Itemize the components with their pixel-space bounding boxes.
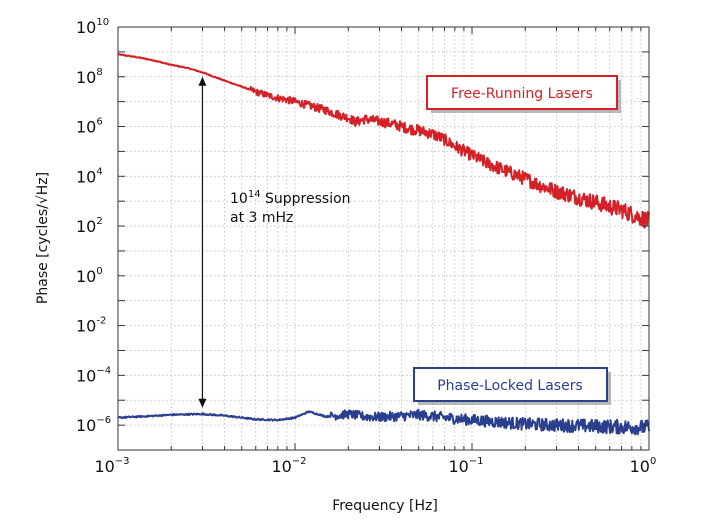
y-tick-exp: 2 xyxy=(96,216,102,227)
x-tick-exp: 0 xyxy=(650,456,656,467)
annotation-line-2: at 3 mHz xyxy=(230,210,293,226)
annotation-exp: 14 xyxy=(248,189,261,200)
phase-locked-line xyxy=(117,408,650,436)
y-axis-title: Phase [cycles/√Hz] xyxy=(35,172,51,304)
y-tick-base: 10 xyxy=(76,217,96,236)
x-tick-base: 10 xyxy=(630,457,650,476)
x-tick-exp: −3 xyxy=(115,456,130,467)
annotation-rest: Suppression xyxy=(261,191,351,207)
y-tick-base: 10 xyxy=(76,118,96,137)
legend-free-label: Free-Running Lasers xyxy=(451,86,593,102)
suppression-annotation: 1014 Suppression at 3 mHz xyxy=(198,76,351,408)
y-tick-base: 10 xyxy=(76,167,96,186)
y-tick-exp: 4 xyxy=(96,166,102,177)
y-tick-label: 10-2 xyxy=(76,316,106,336)
annotation-base: 10 xyxy=(230,191,248,207)
series-group xyxy=(117,53,650,436)
y-tick-exp: 10 xyxy=(96,17,109,28)
arrow-head-bottom xyxy=(198,398,207,408)
x-axis-title: Frequency [Hz] xyxy=(332,498,438,514)
legend-free-box xyxy=(426,75,618,110)
legend-phase-locked: Phase-Locked Lasers xyxy=(413,367,611,405)
y-tick-exp: 8 xyxy=(96,67,102,78)
y-tick-label: 102 xyxy=(76,216,103,236)
x-tick-base: 10 xyxy=(448,457,468,476)
y-tick-exp: −4 xyxy=(96,365,111,376)
y-tick-label: 106 xyxy=(76,117,103,137)
tick-marks xyxy=(117,26,649,451)
y-tick-base: 10 xyxy=(76,366,96,385)
y-tick-label: 104 xyxy=(76,166,103,186)
arrow-head-top xyxy=(198,76,207,86)
annotation-line-1: 1014 Suppression xyxy=(230,189,351,207)
x-tick-exp: −2 xyxy=(292,456,307,467)
x-tick-label: 10−2 xyxy=(271,456,306,476)
y-tick-exp: -2 xyxy=(96,316,106,327)
x-tick-label: 100 xyxy=(630,456,657,476)
plot-frame xyxy=(117,26,650,451)
y-tick-label: 10−4 xyxy=(76,365,111,385)
x-tick-labels: 10−3 10−2 10−1 100 xyxy=(94,456,656,476)
y-tick-label: 100 xyxy=(76,266,103,286)
y-tick-exp: −6 xyxy=(96,415,111,426)
legend-locked-box xyxy=(413,367,608,402)
y-tick-base: 10 xyxy=(76,18,96,37)
y-tick-base: 10 xyxy=(76,416,96,435)
y-tick-base: 10 xyxy=(76,317,96,336)
legend-free-running: Free-Running Lasers xyxy=(426,75,621,113)
x-tick-base: 10 xyxy=(94,457,114,476)
y-tick-label: 10−6 xyxy=(76,415,111,435)
x-tick-label: 10−1 xyxy=(448,456,483,476)
y-tick-label: 1010 xyxy=(76,17,109,37)
x-tick-label: 10−3 xyxy=(94,456,129,476)
y-tick-base: 10 xyxy=(76,68,96,87)
y-tick-exp: 6 xyxy=(96,117,102,128)
x-tick-base: 10 xyxy=(271,457,291,476)
y-tick-exp: 0 xyxy=(96,266,102,277)
y-tick-label: 108 xyxy=(76,67,103,87)
free-running-line xyxy=(117,53,650,229)
x-tick-exp: −1 xyxy=(469,456,484,467)
y-tick-base: 10 xyxy=(76,267,96,286)
legend-locked-label: Phase-Locked Lasers xyxy=(437,378,583,394)
